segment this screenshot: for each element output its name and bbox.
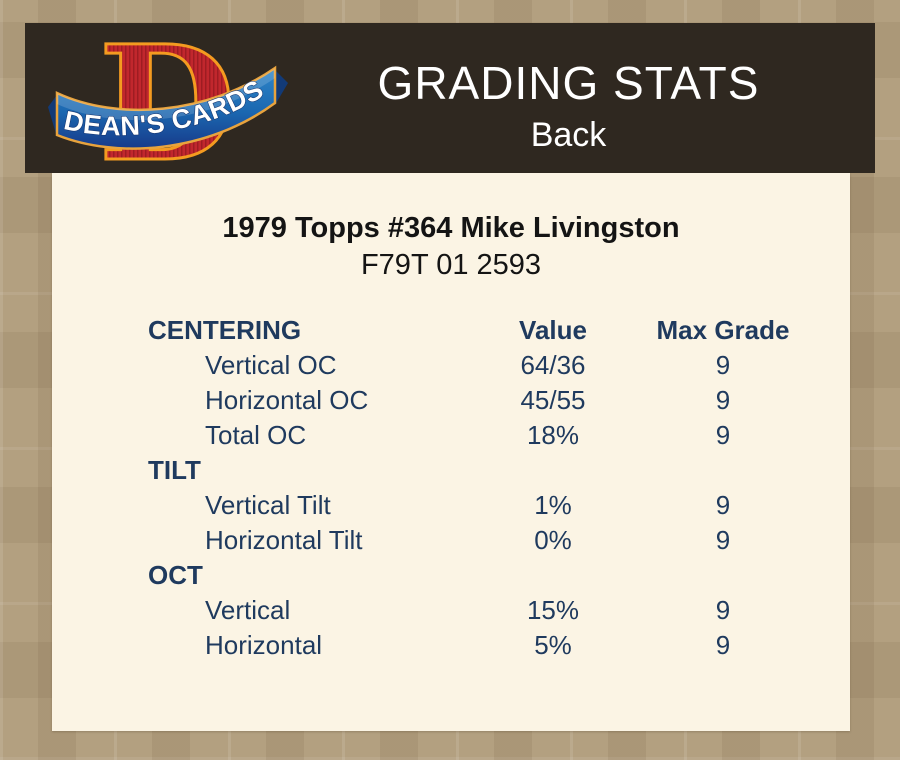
table-row: Vertical Tilt 1% 9	[148, 488, 808, 523]
row-max-grade: 9	[715, 630, 731, 660]
table-row: Horizontal OC 45/55 9	[148, 383, 808, 418]
table-row: Horizontal 5% 9	[148, 628, 808, 663]
row-max-grade: 9	[715, 525, 731, 555]
section-label-tilt: TILT	[148, 455, 201, 485]
column-header-max-grade: Max Grade	[656, 315, 790, 345]
table-row: Vertical OC 64/36 9	[148, 348, 808, 383]
header-titles: GRADING STATS Back	[270, 57, 867, 158]
row-max-grade: 9	[715, 595, 731, 625]
row-max-grade: 9	[715, 385, 731, 415]
table-row: Total OC 18% 9	[148, 418, 808, 453]
row-value: 45/55	[520, 385, 586, 415]
row-label: Vertical OC	[205, 350, 337, 380]
table-row: Horizontal Tilt 0% 9	[148, 523, 808, 558]
ribbon-left-fold-icon	[48, 95, 57, 137]
row-value: 5%	[534, 630, 572, 660]
row-label: Horizontal	[205, 630, 323, 660]
table-row: Vertical 15% 9	[148, 593, 808, 628]
page-title: GRADING STATS	[377, 57, 760, 109]
row-label: Vertical Tilt	[205, 490, 331, 520]
row-max-grade: 9	[715, 420, 731, 450]
grading-report-panel: 1979 Topps #364 Mike Livingston F79T 01 …	[52, 173, 850, 731]
row-value: 1%	[534, 490, 572, 520]
header-bar: D DEAN'S CARDS GRADING STATS Back	[25, 23, 875, 173]
row-value: 18%	[526, 420, 580, 450]
row-value: 0%	[534, 525, 572, 555]
ribbon-banner-icon	[55, 65, 277, 150]
table-header-row: CENTERING Value Max Grade	[148, 313, 808, 348]
section-label-centering: CENTERING	[148, 315, 302, 345]
card-serial-code: F79T 01 2593	[360, 249, 542, 281]
row-value: 15%	[526, 595, 580, 625]
row-value: 64/36	[520, 350, 586, 380]
row-label: Horizontal OC	[205, 385, 369, 415]
grading-stats-table: CENTERING Value Max Grade Vertical OC 64…	[148, 313, 808, 663]
column-header-value: Value	[519, 315, 587, 345]
row-label: Horizontal Tilt	[205, 525, 363, 555]
table-section-row: OCT	[148, 558, 808, 593]
ribbon-right-fold-icon	[275, 70, 288, 105]
section-label-oct: OCT	[148, 560, 203, 590]
row-label: Total OC	[205, 420, 307, 450]
row-label: Vertical	[205, 595, 291, 625]
row-max-grade: 9	[715, 350, 731, 380]
ribbon-highlight	[57, 68, 275, 121]
page-subtitle: Back	[530, 116, 607, 154]
row-max-grade: 9	[715, 490, 731, 520]
deans-cards-logo: D DEAN'S CARDS	[48, 31, 288, 167]
card-title: 1979 Topps #364 Mike Livingston	[222, 212, 680, 244]
table-section-row: TILT	[148, 453, 808, 488]
